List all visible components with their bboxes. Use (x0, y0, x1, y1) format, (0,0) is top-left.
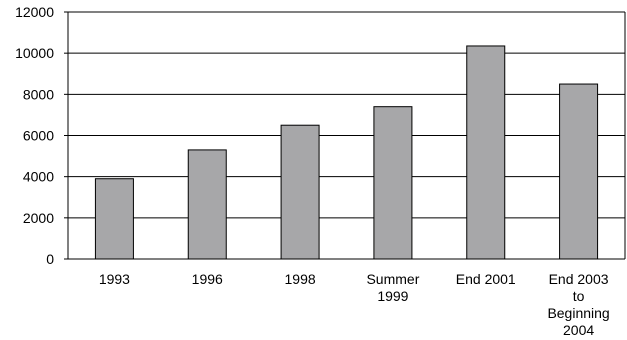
y-tick-label: 0 (46, 251, 54, 267)
bars (94, 45, 599, 260)
x-tick-label: 1993 (99, 271, 130, 287)
bar (187, 149, 227, 260)
bar (94, 178, 134, 260)
axes (64, 11, 626, 260)
x-tick-label: Summer (366, 271, 419, 287)
y-tick-labels: 0 2000 4000 6000 8000 10000 12000 (15, 4, 54, 267)
y-tick-label: 8000 (23, 86, 54, 102)
gridlines (68, 11, 625, 219)
x-tick-label: 1998 (285, 271, 316, 287)
x-tick-label: 1999 (377, 288, 408, 304)
bar (280, 124, 320, 260)
y-tick-label: 2000 (23, 210, 54, 226)
y-tick-label: 10000 (15, 45, 54, 61)
bar (373, 106, 413, 260)
x-tick-label: 2004 (563, 322, 594, 338)
y-tick-label: 6000 (23, 128, 54, 144)
x-tick-label: End 2003 (549, 271, 609, 287)
x-tick-label: 1996 (192, 271, 223, 287)
y-tick-label: 4000 (23, 169, 54, 185)
bar (559, 83, 599, 260)
y-tick-label: 12000 (15, 4, 54, 20)
x-tick-label: End 2001 (456, 271, 516, 287)
bar (466, 45, 506, 260)
x-tick-label: to (573, 288, 585, 304)
x-tick-label: Beginning (547, 305, 609, 321)
